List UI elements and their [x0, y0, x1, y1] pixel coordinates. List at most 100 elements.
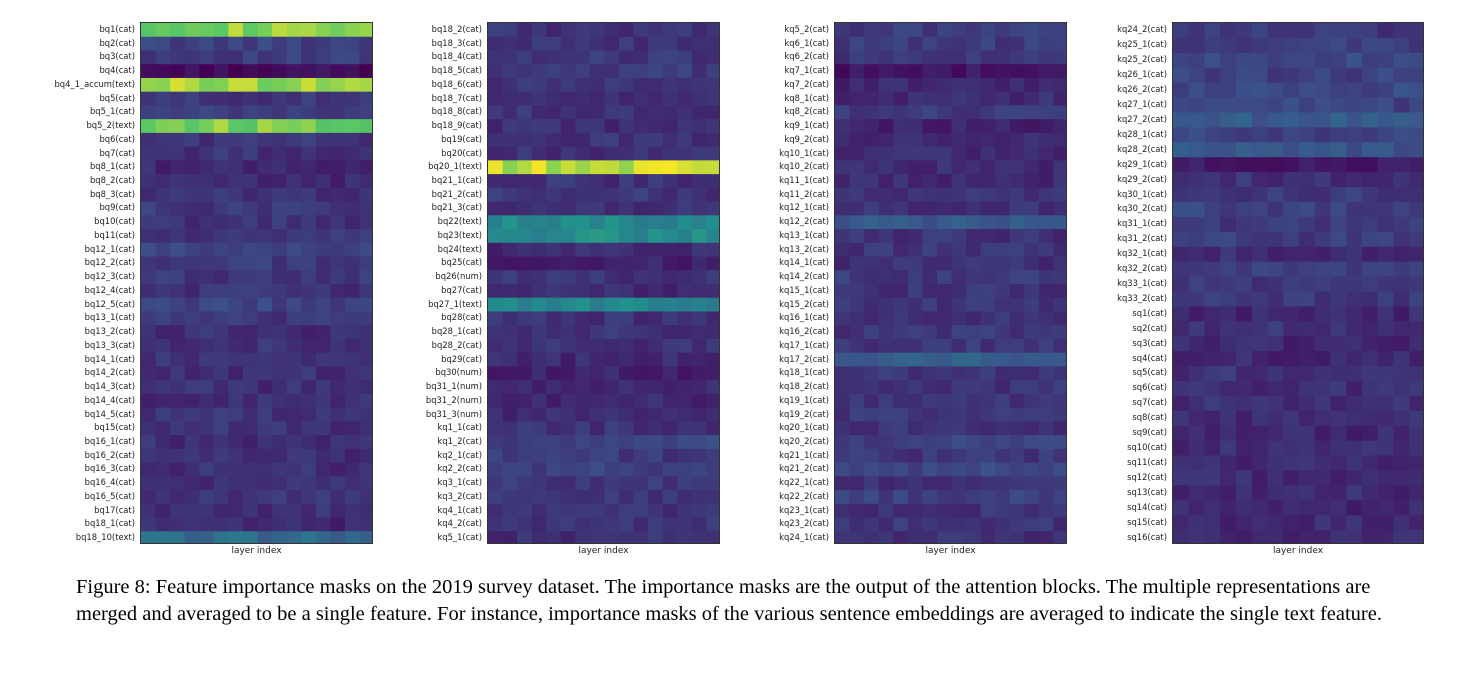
heatmap-cell	[155, 160, 171, 175]
heatmap-cell	[359, 297, 372, 313]
heatmap-cell	[1038, 105, 1055, 120]
heatmap-cell	[864, 490, 880, 505]
heatmap-cell	[330, 36, 346, 52]
heatmap-cell	[893, 105, 909, 120]
heatmap-cell	[1409, 485, 1423, 501]
heatmap-cell	[344, 325, 361, 340]
heatmap-cell	[242, 215, 259, 230]
heatmap-cell	[1236, 530, 1253, 543]
heatmap-cell	[951, 50, 967, 65]
row-label: kq27_1(cat)	[1117, 99, 1167, 110]
heatmap-cell	[1362, 291, 1379, 307]
heatmap-cell	[575, 64, 591, 79]
heatmap-cell	[1236, 97, 1253, 114]
heatmap-cell	[691, 23, 708, 38]
heatmap-cell	[184, 23, 200, 38]
heatmap-cell	[849, 174, 865, 189]
heatmap-cell	[922, 229, 938, 244]
heatmap-cell	[517, 50, 533, 65]
heatmap-cell	[980, 132, 996, 148]
heatmap-cell	[706, 338, 719, 354]
heatmap-cell	[878, 297, 894, 313]
row-label: bq8_3(cat)	[89, 188, 135, 199]
heatmap-cell	[706, 284, 719, 299]
heatmap-cell	[604, 325, 620, 340]
heatmap-cell	[1314, 366, 1332, 382]
heatmap-cell	[141, 242, 157, 258]
heatmap-cell	[835, 380, 851, 395]
heatmap-cell	[184, 91, 200, 107]
heatmap-cell	[315, 352, 331, 368]
heatmap-cell	[706, 229, 719, 244]
heatmap-cell	[1009, 490, 1025, 505]
heatmap-cell	[1409, 276, 1423, 293]
heatmap-cell	[1024, 105, 1040, 120]
heatmap-cell	[1393, 291, 1410, 307]
heatmap-cell	[242, 50, 259, 65]
heatmap-cell	[141, 325, 157, 340]
heatmap-cell	[1299, 291, 1316, 307]
row-label: kq3_1(cat)	[437, 477, 482, 488]
heatmap-cell	[199, 352, 215, 368]
heatmap-cell	[980, 229, 996, 244]
heatmap-cell	[1299, 82, 1316, 99]
heatmap-cell	[1377, 23, 1395, 39]
heatmap-cell	[677, 476, 693, 491]
heatmap-cell	[648, 77, 664, 93]
heatmap-cell	[546, 23, 562, 38]
heatmap-cell	[1251, 112, 1269, 128]
heatmap-cell	[257, 421, 273, 436]
heatmap-cell	[155, 23, 171, 38]
heatmap-cell	[907, 462, 923, 477]
heatmap-cell	[604, 105, 620, 120]
heatmap-cell	[677, 503, 693, 519]
heatmap-cell	[1393, 276, 1410, 293]
heatmap-cell	[864, 201, 880, 216]
heatmap-cell	[893, 270, 909, 285]
heatmap-cell	[286, 215, 302, 230]
heatmap-cell	[864, 160, 880, 175]
heatmap-cell	[301, 50, 317, 65]
heatmap-cell	[1251, 440, 1269, 457]
heatmap-cell	[1409, 231, 1423, 248]
heatmap-cell	[1188, 455, 1206, 472]
heatmap-cell	[677, 77, 693, 93]
heatmap-cell	[1314, 455, 1332, 472]
heatmap-cell	[141, 50, 157, 65]
heatmap-cell	[1330, 37, 1347, 54]
heatmap-cell	[1204, 127, 1221, 143]
heatmap-cell	[242, 297, 259, 313]
row-label: bq17(cat)	[94, 504, 135, 515]
heatmap-cell	[1220, 515, 1237, 531]
heatmap-cell	[1024, 366, 1040, 381]
row-label: bq14_5(cat)	[84, 408, 135, 419]
heatmap-cell	[706, 435, 719, 450]
heatmap-cell	[330, 338, 346, 354]
heatmap-cell	[1220, 246, 1237, 263]
heatmap-cell	[213, 448, 229, 464]
heatmap-cell	[980, 448, 996, 464]
heatmap-cell	[648, 517, 664, 532]
heatmap-cell	[835, 435, 851, 450]
heatmap	[834, 22, 1067, 544]
heatmap-cell	[546, 256, 562, 271]
heatmap-cell	[213, 146, 229, 161]
heatmap-cell	[951, 77, 967, 93]
heatmap-cell	[619, 23, 635, 38]
heatmap-cell	[488, 215, 504, 230]
heatmap-cell	[864, 64, 880, 79]
heatmap-cell	[155, 490, 171, 505]
figure-caption: Figure 8: Feature importance masks on th…	[76, 576, 1382, 625]
heatmap-cell	[1362, 142, 1379, 158]
heatmap-cell	[330, 421, 346, 436]
heatmap-cell	[199, 407, 215, 422]
heatmap-panel-4: kq24_2(cat) kq25_1(cat) kq25_2(cat) kq26_1(…	[1117, 22, 1424, 556]
heatmap-cell	[272, 325, 288, 340]
row-label: kq19_1(cat)	[779, 394, 829, 405]
heatmap-cell	[604, 64, 620, 79]
heatmap-panel-1: bq1(cat) bq2(cat) bq3(cat) bq4(cat) bq4_1_ac…	[54, 22, 373, 556]
heatmap-cell	[1173, 515, 1190, 531]
heatmap-cell	[936, 132, 953, 148]
heatmap-cell	[1053, 503, 1066, 519]
heatmap-cell	[170, 146, 186, 161]
